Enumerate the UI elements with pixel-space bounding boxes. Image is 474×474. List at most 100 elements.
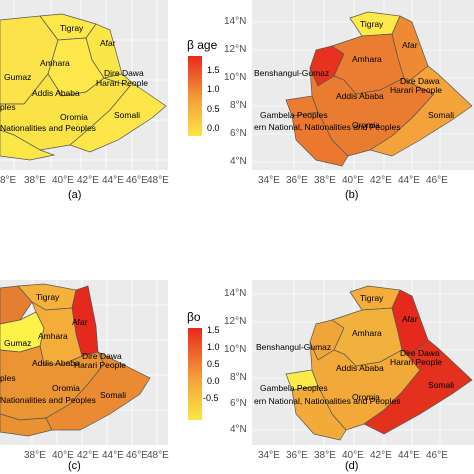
- legend-tick: 1.0: [207, 342, 220, 352]
- label-harari: Harari People: [96, 78, 148, 88]
- label-somali: Somali: [114, 110, 140, 120]
- label-benshangul: Benshangul-Gumaz: [254, 68, 329, 78]
- legend-tick: 0.0: [207, 123, 220, 133]
- region-snnp: [291, 385, 347, 441]
- label-gambela: Gambela Peoples: [260, 110, 328, 120]
- label-amhara: Amhara: [352, 328, 382, 338]
- label-amhara: Amhara: [38, 331, 68, 341]
- x-tick: 38°E: [314, 450, 336, 461]
- label-tigray: Tigray: [36, 292, 60, 302]
- y-tick: 6°N: [230, 128, 247, 139]
- label-oromia: Oromia: [352, 120, 380, 130]
- map-a-svg: Tigray Afar Amhara Gumaz Dire Dawa Harar…: [0, 0, 168, 170]
- x-tick: 42°E: [370, 450, 392, 461]
- x-tick: 42°E: [370, 175, 392, 186]
- region-somali: [45, 351, 151, 431]
- map-panel-b: Tigray Afar Amhara Benshangul-Gumaz Dire…: [252, 0, 474, 170]
- label-somali: Somali: [428, 110, 454, 120]
- y-tick: 4°N: [230, 424, 247, 435]
- legend-tick: 1.5: [207, 65, 220, 75]
- caption-c: (c): [68, 460, 81, 472]
- x-tick: 36°E: [286, 450, 308, 461]
- map-panel-d: Tigray Afar Amhara Benshangul-Gumaz Dire…: [252, 280, 474, 445]
- region-somali: [369, 65, 473, 157]
- x-tick: 34°E: [258, 175, 280, 186]
- label-dire-dawa: Dire Dawa: [104, 68, 144, 78]
- label-harari: Harari People: [390, 357, 442, 367]
- x-tick: 38°E: [314, 175, 336, 186]
- label-afar: Afar: [100, 38, 116, 48]
- label-oromia: Oromia: [60, 112, 88, 122]
- label-nationalities-c: Nationalities and Peoples: [0, 395, 96, 405]
- label-tigray: Tigray: [360, 293, 384, 303]
- label-somali: Somali: [428, 380, 454, 390]
- x-tick: 46°E: [126, 175, 148, 186]
- label-peoples-a: ples: [0, 102, 16, 112]
- label-gumaz: Gumaz: [4, 338, 31, 348]
- x-tick: 36°E: [286, 175, 308, 186]
- caption-d: (d): [345, 460, 359, 472]
- legend-tick: 0.5: [207, 104, 220, 114]
- x-tick: 48°E: [147, 175, 169, 186]
- map-panel-c: Tigray Afar Amhara Gumaz Dire Dawa Harar…: [0, 280, 168, 445]
- x-tick: 34°E: [258, 450, 280, 461]
- legend-title-a: β age: [187, 38, 218, 52]
- x-tick: 44°E: [398, 175, 420, 186]
- x-tick: 40°E: [52, 450, 74, 461]
- map-b-svg: Tigray Afar Amhara Benshangul-Gumaz Dire…: [252, 0, 474, 170]
- label-harari: Harari People: [390, 85, 442, 95]
- label-peoples-c: ples: [0, 373, 16, 383]
- label-amhara: Amhara: [352, 54, 382, 64]
- label-oromia: Oromia: [52, 383, 80, 393]
- label-addis-ababa: Addis Ababa: [336, 363, 384, 373]
- x-tick: 38°E: [24, 175, 46, 186]
- y-tick: 8°N: [230, 372, 247, 383]
- x-tick: 42°E: [77, 175, 99, 186]
- region-snnp: [291, 111, 349, 167]
- x-tick: 40°E: [52, 175, 74, 186]
- label-tigray: Tigray: [360, 19, 384, 29]
- label-afar: Afar: [402, 314, 418, 324]
- map-panel-a: Tigray Afar Amhara Gumaz Dire Dawa Harar…: [0, 0, 168, 170]
- label-gumaz: Gumaz: [4, 72, 31, 82]
- region-snnp: [0, 129, 56, 161]
- x-tick: 46°E: [126, 450, 148, 461]
- legend-tick: -0.5: [203, 393, 219, 403]
- label-afar: Afar: [72, 317, 88, 327]
- label-benshangul: Benshangul-Gumaz: [256, 342, 331, 352]
- legend-colorbar-c: [188, 328, 202, 420]
- label-gambela: Gambela Peoples: [260, 383, 328, 393]
- x-tick: 40°E: [342, 450, 364, 461]
- label-afar: Afar: [402, 40, 418, 50]
- label-oromia: Oromia: [352, 392, 380, 402]
- y-tick: 14°N: [224, 288, 247, 299]
- caption-a: (a): [68, 189, 82, 201]
- label-dire-dawa: Dire Dawa: [82, 351, 122, 361]
- legend-tick: 0.5: [207, 359, 220, 369]
- label-addis-ababa: Addis Ababa: [32, 88, 80, 98]
- label-somali: Somali: [100, 390, 126, 400]
- x-tick: 46°E: [426, 450, 448, 461]
- x-tick: 48°E: [147, 450, 169, 461]
- label-snnp: ern National, Nationalities and Peoples: [254, 122, 400, 132]
- label-addis-ababa: Addis Ababa: [32, 358, 80, 368]
- legend-tick: 1.5: [207, 325, 220, 335]
- x-tick: 44°E: [102, 450, 124, 461]
- x-tick: 42°E: [77, 450, 99, 461]
- label-nationalities-a: Nationalities and Peoples: [0, 123, 96, 133]
- region-somali: [69, 73, 167, 153]
- label-snnp: ern National, Nationalities and Peoples: [254, 396, 400, 406]
- y-tick: 12°N: [224, 44, 247, 55]
- y-tick: 6°N: [230, 398, 247, 409]
- y-tick: 14°N: [224, 16, 247, 27]
- legend-tick: 0.0: [207, 376, 220, 386]
- y-tick: 4°N: [230, 156, 247, 167]
- x-tick: 8°E: [0, 175, 17, 186]
- x-tick: 46°E: [426, 175, 448, 186]
- x-tick: 38°E: [24, 450, 46, 461]
- y-tick: 8°N: [230, 100, 247, 111]
- label-dire-dawa: Dire Dawa: [400, 348, 440, 358]
- x-tick: 44°E: [102, 175, 124, 186]
- label-addis-ababa: Addis Ababa: [336, 91, 384, 101]
- label-dire-dawa: Dire Dawa: [400, 76, 440, 86]
